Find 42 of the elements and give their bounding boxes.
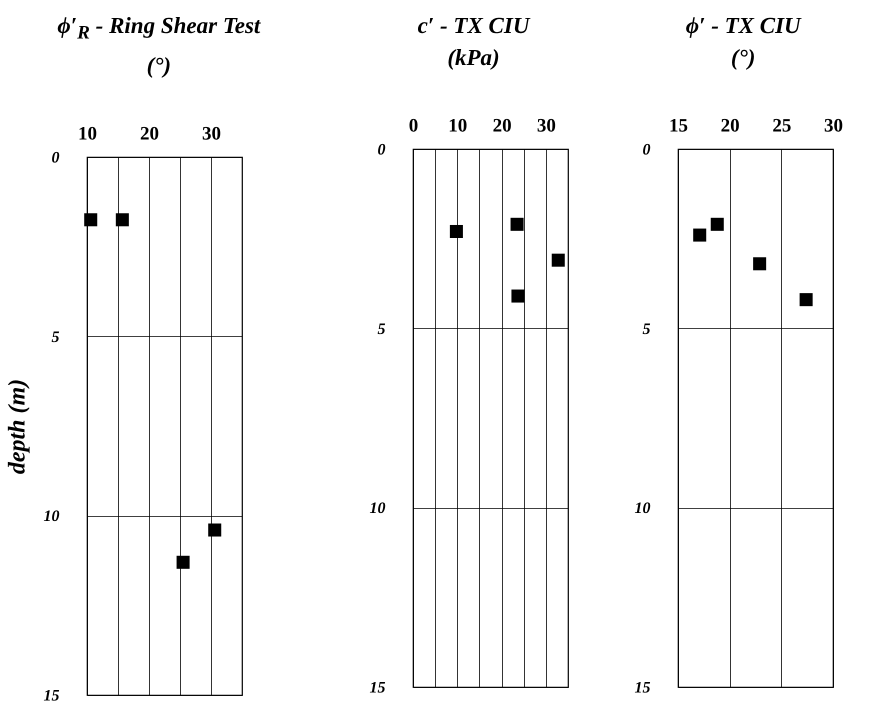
chart-title: c′ - TX CIU: [418, 12, 530, 40]
x-tick-label: 20: [140, 123, 160, 144]
y-tick-label: 10: [370, 500, 386, 518]
x-tick-label: 15: [668, 116, 688, 136]
y-tick-label: 0: [642, 142, 650, 158]
x-tick-label: 30: [824, 116, 843, 136]
y-tick-label: 15: [634, 680, 650, 696]
point: [116, 212, 130, 226]
y-tick-label: 5: [52, 328, 60, 346]
point: [710, 218, 724, 231]
y-tick-label: 15: [370, 680, 386, 696]
y-tick-label: 5: [642, 320, 650, 338]
chart-subtitle: (°): [146, 52, 172, 80]
x-tick-label: 0: [408, 116, 418, 136]
point: [208, 523, 222, 536]
y-tick-label: 15: [44, 687, 60, 704]
point: [799, 293, 812, 306]
x-tick-label: 30: [536, 116, 556, 136]
y-tick-label: 0: [52, 149, 60, 166]
point: [510, 218, 524, 231]
point: [752, 257, 766, 270]
point: [511, 290, 524, 303]
y-tick-label: 5: [378, 320, 386, 338]
point: [176, 555, 190, 568]
x-tick-label: 10: [78, 123, 98, 144]
point: [450, 224, 463, 238]
x-tick-label: 20: [492, 116, 512, 136]
y-tick-label: 0: [378, 142, 386, 158]
y-tick-label: 10: [634, 500, 650, 518]
point: [84, 212, 98, 226]
point: [552, 254, 565, 267]
chart-subtitle: (kPa): [447, 44, 500, 72]
y-axis-title: depth (m): [4, 378, 31, 474]
chart-title: ϕ′$_{R}$ - Ring Shear Test: [56, 12, 260, 46]
chart-subtitle: (°): [730, 44, 756, 72]
x-tick-label: 10: [448, 116, 468, 136]
x-tick-label: 30: [202, 123, 222, 144]
chart-title: ϕ′ - TX CIU: [686, 12, 801, 40]
x-tick-label: 25: [772, 116, 792, 136]
y-tick-label: 10: [44, 508, 60, 525]
x-tick-label: 20: [720, 116, 740, 136]
point: [692, 228, 706, 242]
